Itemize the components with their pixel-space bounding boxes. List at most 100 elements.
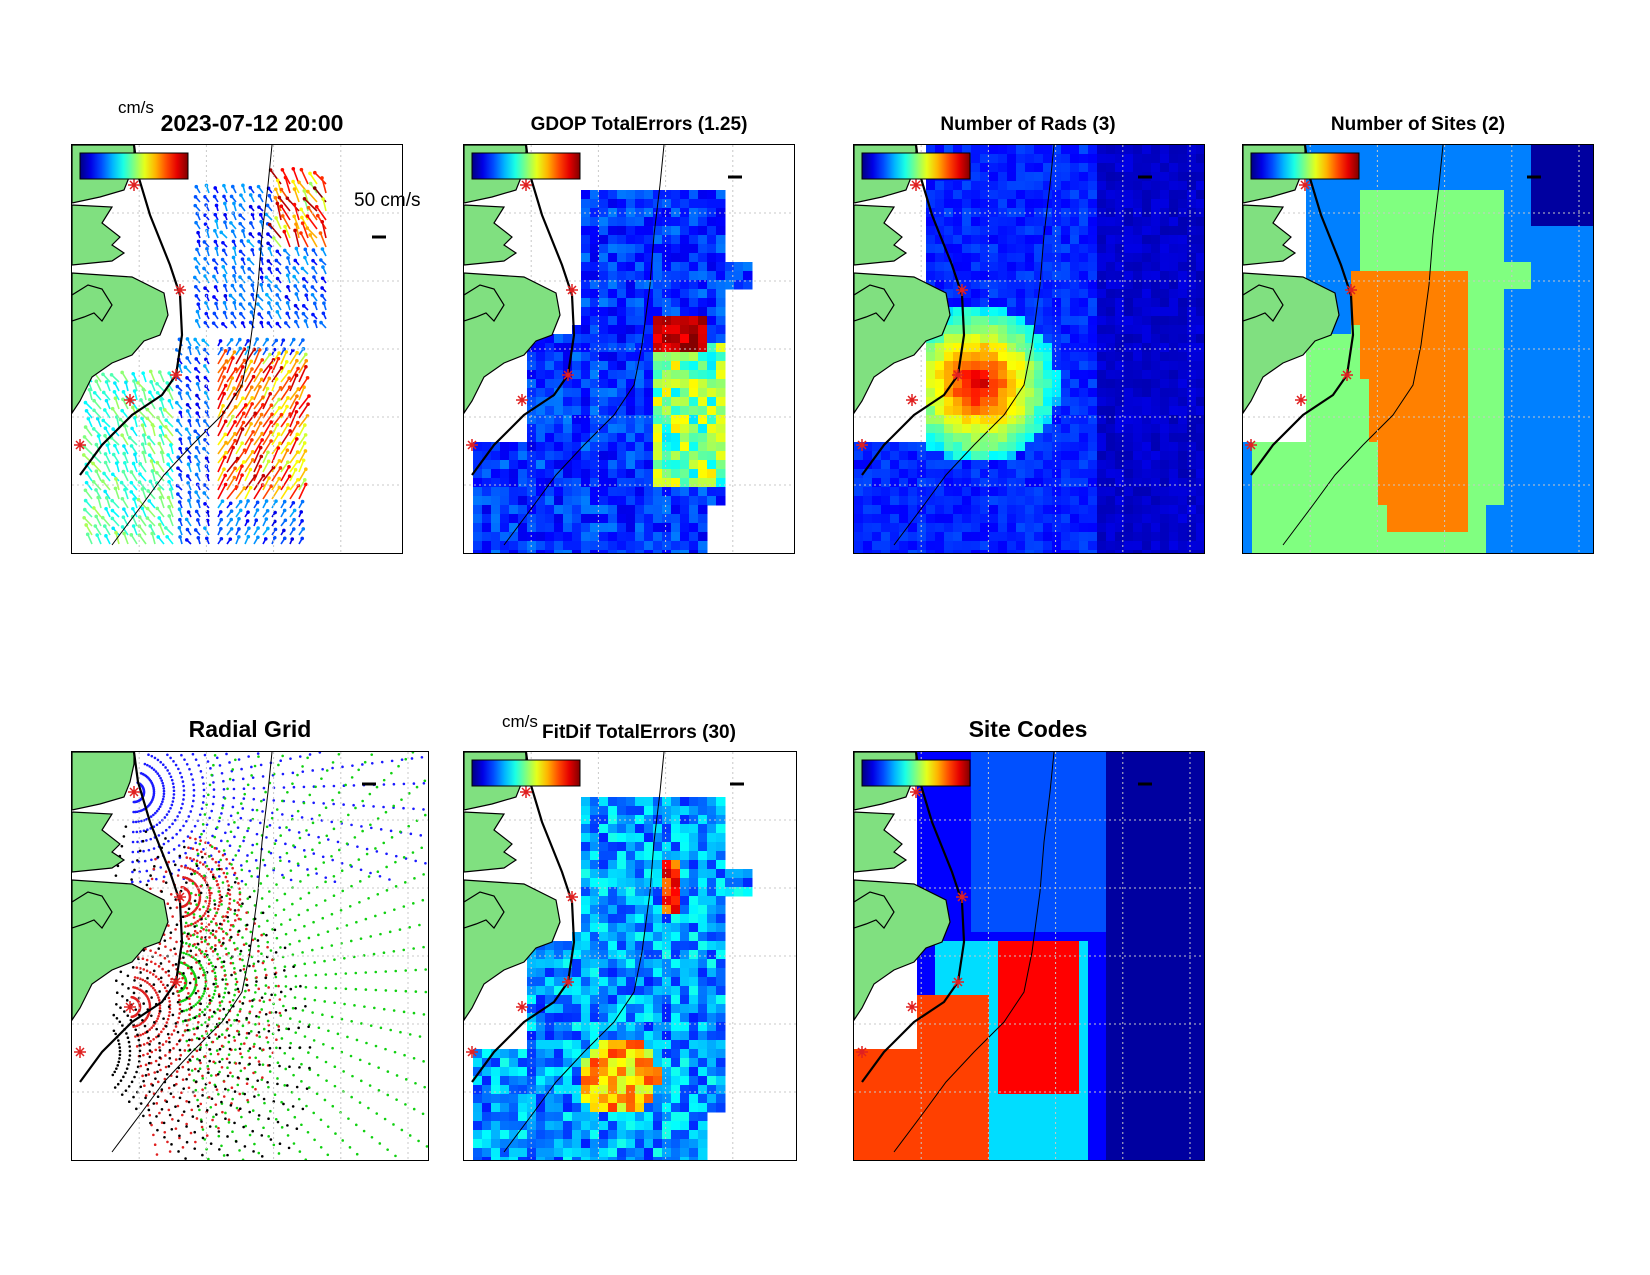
field-cell bbox=[1169, 172, 1179, 182]
field-cell bbox=[1459, 226, 1469, 236]
field-cell bbox=[1297, 505, 1307, 515]
field-cell bbox=[1151, 343, 1161, 353]
field-cell bbox=[863, 514, 873, 524]
field-cell bbox=[1567, 181, 1577, 191]
field-cell bbox=[1178, 253, 1188, 263]
field-cell bbox=[1387, 334, 1397, 344]
field-cell bbox=[1378, 388, 1388, 398]
field-cell bbox=[1396, 379, 1406, 389]
field-cell bbox=[917, 451, 927, 461]
field-cell bbox=[1043, 334, 1053, 344]
field-cell bbox=[1360, 325, 1370, 335]
field-cell bbox=[1070, 280, 1080, 290]
field-cell bbox=[1369, 154, 1379, 164]
field-cell bbox=[1043, 388, 1053, 398]
current-vector bbox=[253, 433, 263, 446]
field-cell bbox=[1097, 379, 1107, 389]
field-cell bbox=[599, 199, 609, 209]
site-marker bbox=[1295, 394, 1307, 406]
field-cell bbox=[962, 262, 972, 272]
field-cell bbox=[1558, 523, 1568, 533]
field-cell bbox=[608, 550, 618, 553]
field-cell bbox=[1178, 514, 1188, 524]
field-cell bbox=[1540, 397, 1550, 407]
field-cell bbox=[1504, 442, 1514, 452]
radial-grid-point bbox=[161, 800, 164, 804]
field-cell bbox=[1079, 172, 1089, 182]
field-cell bbox=[1378, 352, 1388, 362]
field-cell bbox=[1324, 190, 1334, 200]
current-vector bbox=[226, 486, 238, 500]
field-cell bbox=[899, 451, 909, 461]
field-cell bbox=[1576, 289, 1586, 299]
field-cell bbox=[1405, 478, 1415, 488]
field-cell bbox=[1315, 478, 1325, 488]
field-cell bbox=[527, 460, 537, 470]
field-cell bbox=[1495, 406, 1505, 416]
field-cell bbox=[1115, 316, 1125, 326]
field-cell bbox=[1324, 244, 1334, 254]
radial-grid-point bbox=[147, 753, 150, 757]
field-cell bbox=[1396, 226, 1406, 236]
field-cell bbox=[1387, 487, 1397, 497]
field-cell bbox=[1531, 244, 1541, 254]
field-cell bbox=[944, 271, 954, 281]
field-cell bbox=[1567, 496, 1577, 506]
field-cell bbox=[926, 442, 936, 452]
field-cell bbox=[1025, 325, 1035, 335]
field-cell bbox=[1142, 460, 1152, 470]
current-vector bbox=[253, 447, 262, 464]
field-cell bbox=[572, 334, 582, 344]
field-cell bbox=[1169, 208, 1179, 218]
field-cell bbox=[518, 487, 528, 497]
field-cell bbox=[581, 433, 591, 443]
field-cell bbox=[1088, 478, 1098, 488]
field-cell bbox=[554, 478, 564, 488]
field-cell bbox=[1169, 478, 1179, 488]
field-cell bbox=[599, 325, 609, 335]
field-cell bbox=[872, 523, 882, 533]
field-cell bbox=[1079, 361, 1089, 371]
field-cell bbox=[1342, 487, 1352, 497]
field-cell bbox=[1567, 523, 1577, 533]
field-cell bbox=[1261, 460, 1271, 470]
field-cell bbox=[1279, 487, 1289, 497]
field-cell bbox=[572, 370, 582, 380]
field-cell bbox=[1007, 334, 1017, 344]
field-cell bbox=[644, 262, 654, 272]
field-cell bbox=[1513, 352, 1523, 362]
field-cell bbox=[1549, 343, 1559, 353]
field-cell bbox=[971, 532, 981, 542]
field-cell bbox=[1133, 316, 1143, 326]
field-cell bbox=[1450, 532, 1460, 542]
field-cell bbox=[1151, 361, 1161, 371]
field-cell bbox=[1106, 316, 1116, 326]
field-cell bbox=[599, 307, 609, 317]
field-cell bbox=[1387, 271, 1397, 281]
field-cell bbox=[953, 451, 963, 461]
radial-grid-point bbox=[172, 789, 176, 793]
field-cell bbox=[1178, 469, 1188, 479]
field-cell bbox=[1252, 532, 1262, 542]
current-vector bbox=[253, 359, 263, 374]
field-cell bbox=[581, 388, 591, 398]
field-cell bbox=[1133, 523, 1143, 533]
field-cell bbox=[1477, 433, 1487, 443]
field-cell bbox=[1522, 370, 1532, 380]
field-cell bbox=[509, 460, 519, 470]
field-cell bbox=[1369, 298, 1379, 308]
field-cell bbox=[1142, 505, 1152, 515]
field-cell bbox=[962, 190, 972, 200]
current-vector bbox=[244, 376, 255, 392]
field-cell bbox=[1369, 397, 1379, 407]
field-cell bbox=[1079, 424, 1089, 434]
field-cell bbox=[1142, 280, 1152, 290]
field-cell bbox=[563, 442, 573, 452]
field-cell bbox=[1405, 289, 1415, 299]
field-cell bbox=[1414, 217, 1424, 227]
field-cell bbox=[998, 190, 1008, 200]
field-cell bbox=[1070, 163, 1080, 173]
field-cell bbox=[1160, 424, 1170, 434]
field-cell bbox=[1405, 280, 1415, 290]
field-cell bbox=[1306, 271, 1316, 281]
